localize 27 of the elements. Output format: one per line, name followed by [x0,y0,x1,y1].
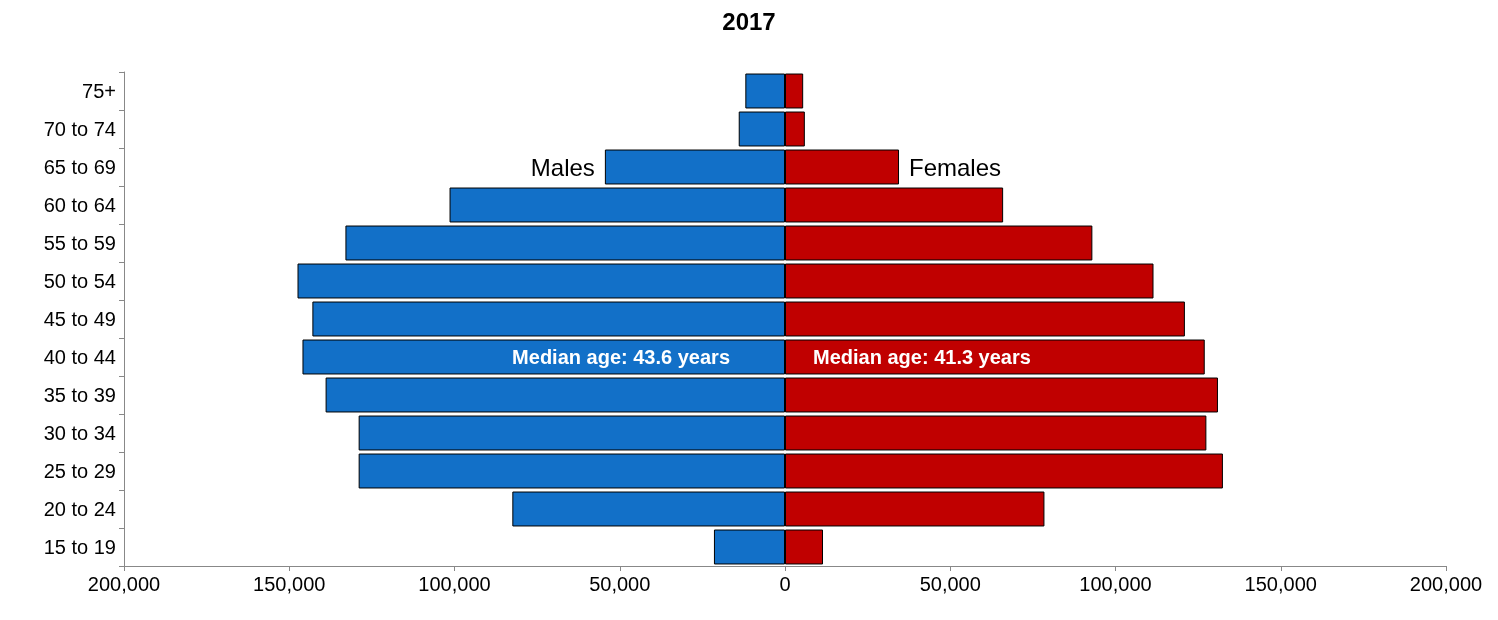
x-tick-label: 0 [779,573,791,595]
y-tick-label: 15 to 19 [43,536,116,558]
y-tick-label: 65 to 69 [43,156,116,178]
x-tick-label: 150,000 [253,573,326,595]
x-tick-label: 50,000 [589,573,651,595]
x-tick-label: 100,000 [1079,573,1152,595]
y-tick-label: 25 to 29 [43,460,116,482]
series-label: Females [909,153,1002,181]
x-tick-label: 200,000 [87,573,161,595]
x-tick-label: 100,000 [418,573,491,595]
x-tick-label: 50,000 [919,573,981,595]
x-tick-label: 200,000 [1409,573,1483,595]
chart-title: 2017 [722,7,776,35]
annotation: Median age: 41.3 years [813,346,1031,368]
y-tick-label: 60 to 64 [43,194,116,216]
y-tick-label: 70 to 74 [43,118,116,140]
y-tick-label: 50 to 54 [43,270,116,292]
x-tick-label: 150,000 [1244,573,1317,595]
y-tick-label: 45 to 49 [43,308,116,330]
y-tick-label: 55 to 59 [43,232,116,254]
y-tick-label: 40 to 44 [43,346,116,368]
y-tick-label: 30 to 34 [43,422,116,444]
y-tick-label: 75+ [82,80,116,102]
y-tick-label: 35 to 39 [43,384,116,406]
y-tick-label: 20 to 24 [43,498,116,520]
series-label: Males [530,153,595,181]
annotation: Median age: 43.6 years [512,346,730,368]
